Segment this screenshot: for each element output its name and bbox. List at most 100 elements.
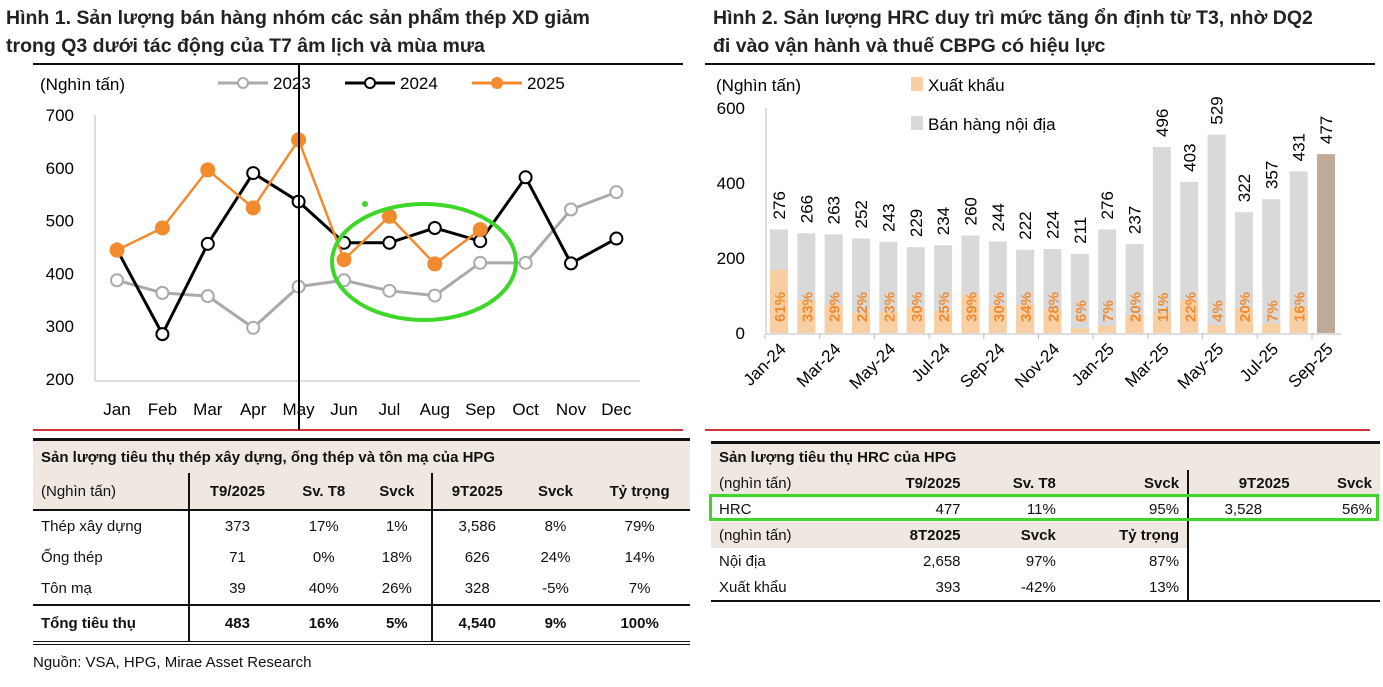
cell: 87% <box>1149 552 1180 570</box>
export-pct-label: 16% <box>1292 292 1309 322</box>
bar-domestic <box>1262 199 1281 333</box>
x-tick-label: Aug <box>420 400 450 419</box>
x-tick-label: May-25 <box>1174 339 1228 393</box>
legend-swatch-export <box>911 77 923 91</box>
export-pct-label: 22% <box>854 292 871 322</box>
hrc-sales-table: Sản lượng tiêu thụ HRC của HPG (nghìn tấ… <box>711 441 1380 602</box>
data-point-2023 <box>200 289 215 304</box>
col-header: Svck <box>968 522 1064 548</box>
legend-label: Xuất khẩu <box>928 76 1005 95</box>
data-point-2023 <box>609 185 624 200</box>
x-tick-label: Jan <box>103 400 130 419</box>
x-tick-label: Oct <box>512 400 539 419</box>
cell: HRC <box>719 500 752 518</box>
col-header: (nghìn tấn) <box>711 522 854 548</box>
cell: 1% <box>385 518 408 535</box>
cell: 8% <box>544 518 567 535</box>
marker-dot <box>362 201 368 207</box>
value-label: 229 <box>907 209 926 237</box>
cell: 79% <box>624 518 655 535</box>
export-pct-label: 20% <box>1128 292 1145 322</box>
col-header: (Nghìn tấn) <box>33 473 190 511</box>
data-point-2025 <box>472 222 488 238</box>
value-label: 222 <box>1016 211 1035 239</box>
export-pct-label: 28% <box>1046 292 1063 322</box>
cell: 100% <box>589 604 690 645</box>
bar-export <box>1180 299 1199 333</box>
cell: Thép xây dựng <box>41 518 142 535</box>
table-title: Sản lượng tiêu thụ thép xây dựng, ống th… <box>33 438 690 473</box>
line-chart: (Nghìn tấn) 200 300 400 500 600 700 Jan Feb Mar Ap… <box>40 64 640 430</box>
cell: 626 <box>430 542 522 573</box>
x-tick-label: Jan-24 <box>740 339 790 389</box>
cell: 328 <box>430 573 522 605</box>
cell: 17% <box>308 518 339 535</box>
empty-cell <box>1187 574 1380 602</box>
data-point-2024 <box>609 231 624 246</box>
data-point-2024 <box>155 327 170 342</box>
empty-cell <box>1187 522 1380 548</box>
x-tick-label: Sep-25 <box>1285 339 1337 391</box>
data-point-2025 <box>336 252 352 268</box>
data-point-2023 <box>564 202 578 217</box>
cell: 4,540 <box>430 604 522 645</box>
col-header: Svck <box>1297 470 1380 496</box>
export-pct-label: 29% <box>827 292 844 322</box>
export-pct-label: 7% <box>1264 300 1281 322</box>
y-tick-label: 200 <box>717 249 745 268</box>
unit-label: (Nghìn tấn) <box>40 75 125 94</box>
bar-export <box>1125 315 1144 333</box>
value-label: 243 <box>879 204 898 232</box>
cell: Tổng tiêu thụ <box>33 604 190 645</box>
value-label: 477 <box>1317 116 1336 144</box>
bar-domestic <box>1070 253 1089 333</box>
value-label: 529 <box>1208 96 1227 124</box>
value-label: 496 <box>1153 109 1172 137</box>
legend-label: 2025 <box>527 74 565 93</box>
cell: -5% <box>542 580 569 597</box>
x-tick-label: Jul <box>379 400 401 419</box>
legend-marker <box>237 77 249 89</box>
col-header: 8T2025 <box>853 522 969 548</box>
export-pct-label: 25% <box>936 292 953 322</box>
steel-sales-table: Sản lượng tiêu thụ thép xây dựng, ống th… <box>33 438 690 645</box>
data-point-2023 <box>382 283 397 298</box>
cell: 97% <box>1025 552 1056 570</box>
col-header: Sv. T8 <box>968 470 1064 496</box>
cell: Tôn mạ <box>41 580 92 597</box>
value-label: 276 <box>1098 191 1117 219</box>
legend-marker <box>491 77 503 89</box>
source-note: Nguồn: VSA, HPG, Mirae Asset Research <box>33 654 312 671</box>
bar-export <box>1098 325 1117 333</box>
x-tick-label: Jul-24 <box>908 339 954 385</box>
value-label: 263 <box>825 196 844 224</box>
bar-domestic <box>1152 147 1171 333</box>
data-point-2025 <box>245 200 261 216</box>
bar-domestic <box>879 241 898 333</box>
cell: 11% <box>1026 500 1056 518</box>
table-title: Sản lượng tiêu thụ HRC của HPG <box>711 441 1380 470</box>
x-tick-label: Dec <box>601 400 632 419</box>
bar-export <box>770 269 788 333</box>
export-pct-label: 33% <box>799 292 816 322</box>
x-tick-label: Mar-24 <box>793 339 845 391</box>
data-point-2023 <box>155 285 170 300</box>
export-pct-label: 30% <box>909 292 926 322</box>
value-label: 260 <box>961 197 980 225</box>
table-row: Ống thép 71 0% 18% 626 24% 14% <box>33 542 690 573</box>
cell: Nội địa <box>719 552 766 570</box>
cell: 18% <box>381 549 412 566</box>
cell: -42% <box>968 574 1064 602</box>
bar-export <box>1070 328 1089 333</box>
bar-total <box>1317 154 1335 333</box>
legend-label: Bán hàng nội địa <box>928 115 1056 134</box>
value-label: 234 <box>934 207 953 235</box>
figure2-title: Hình 2. Sản lượng HRC duy trì mức tăng ổ… <box>713 7 1313 57</box>
data-point-2023 <box>427 288 442 303</box>
x-tick-label: Feb <box>148 400 177 419</box>
y-tick-label: 500 <box>46 212 74 231</box>
bar-domestic <box>1234 212 1253 333</box>
data-point-2024 <box>246 166 261 181</box>
bar-export <box>824 304 843 333</box>
x-tick-label: Jul-25 <box>1236 339 1282 385</box>
